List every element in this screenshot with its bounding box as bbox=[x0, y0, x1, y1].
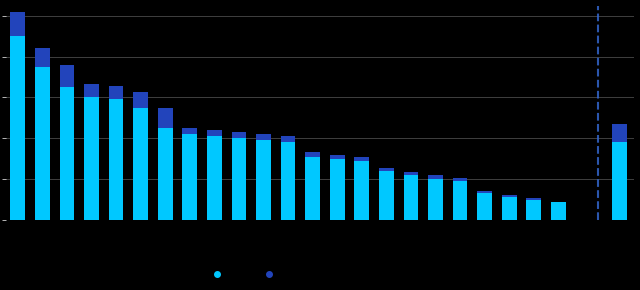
Bar bbox=[502, 195, 516, 197]
Bar bbox=[355, 157, 369, 161]
Bar bbox=[404, 175, 419, 220]
Bar bbox=[305, 157, 320, 220]
Bar bbox=[477, 191, 492, 193]
Bar bbox=[182, 134, 197, 220]
Bar bbox=[428, 175, 443, 179]
Bar bbox=[35, 67, 50, 220]
Bar bbox=[256, 140, 271, 220]
Bar bbox=[84, 84, 99, 97]
Bar bbox=[133, 108, 148, 220]
Bar bbox=[330, 159, 344, 220]
Bar bbox=[60, 87, 74, 220]
Bar bbox=[232, 138, 246, 220]
Bar bbox=[35, 48, 50, 67]
Bar bbox=[404, 172, 419, 175]
Bar bbox=[10, 12, 25, 36]
Bar bbox=[256, 134, 271, 140]
Bar bbox=[109, 86, 124, 99]
Bar bbox=[109, 99, 124, 220]
Bar bbox=[182, 128, 197, 134]
Bar bbox=[207, 130, 221, 136]
Bar bbox=[281, 142, 296, 220]
Bar bbox=[452, 178, 467, 181]
Bar bbox=[158, 108, 173, 128]
Bar bbox=[526, 198, 541, 200]
Bar bbox=[10, 36, 25, 220]
Bar bbox=[477, 193, 492, 220]
Bar bbox=[452, 181, 467, 220]
Bar bbox=[84, 97, 99, 220]
Bar bbox=[379, 168, 394, 171]
Bar bbox=[612, 142, 627, 220]
Bar bbox=[232, 132, 246, 138]
Bar bbox=[379, 171, 394, 220]
Bar bbox=[355, 161, 369, 220]
Bar bbox=[428, 179, 443, 220]
Bar bbox=[133, 92, 148, 108]
Bar bbox=[502, 197, 516, 220]
Legend: , : , bbox=[204, 268, 285, 282]
Bar bbox=[207, 136, 221, 220]
Bar bbox=[526, 200, 541, 220]
Bar bbox=[612, 124, 627, 142]
Bar bbox=[330, 155, 344, 159]
Bar bbox=[551, 202, 566, 220]
Bar bbox=[305, 152, 320, 157]
Bar bbox=[60, 65, 74, 87]
Bar bbox=[158, 128, 173, 220]
Bar bbox=[281, 136, 296, 142]
